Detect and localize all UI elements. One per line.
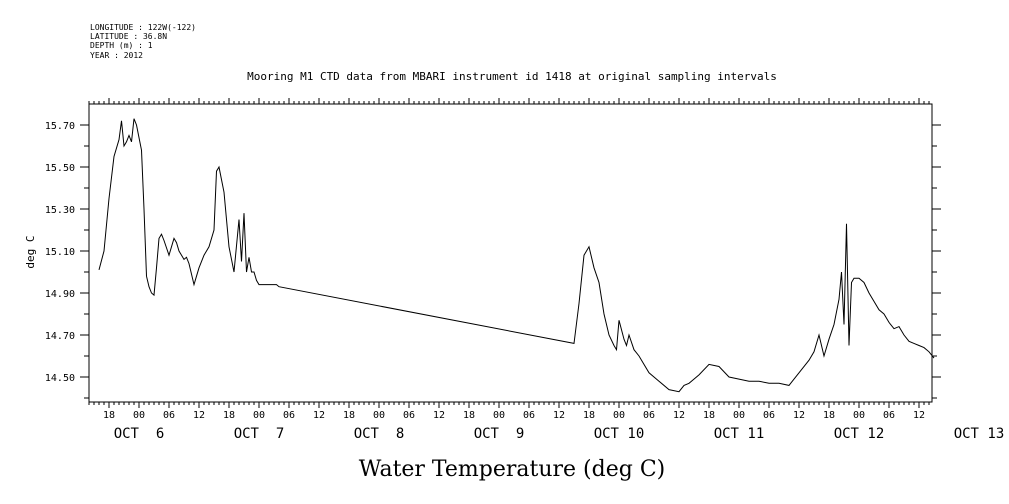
y-tick-label: 15.50 xyxy=(45,163,75,174)
x-day-label: OCT 8 xyxy=(354,426,405,442)
header-longitude: LONGITUDE : 122W(-122) xyxy=(90,23,196,32)
y-tick-label: 15.30 xyxy=(45,205,75,216)
axis-ticks xyxy=(80,98,941,408)
y-tick-label: 14.50 xyxy=(45,373,75,384)
x-tick-label: 00 xyxy=(133,410,145,421)
x-tick-label: 18 xyxy=(103,410,115,421)
x-tick-label: 06 xyxy=(403,410,415,421)
x-tick-label: 18 xyxy=(343,410,355,421)
x-day-labels: OCT 6 OCT 7 OCT 8 OCT 9 OCT 10 OCT 11 OCT 12 OC… xyxy=(114,426,1005,442)
y-tick-label: 15.70 xyxy=(45,121,75,132)
header-metadata: LONGITUDE : 122W(-122) LATITUDE : 36.8N … xyxy=(90,23,196,60)
x-tick-label: 12 xyxy=(673,410,685,421)
x-tick-label: 00 xyxy=(373,410,385,421)
x-tick-label: 12 xyxy=(193,410,205,421)
x-tick-label: 18 xyxy=(583,410,595,421)
x-tick-label: 06 xyxy=(883,410,895,421)
x-day-label: OCT 7 xyxy=(234,426,285,442)
x-day-label: OCT 6 xyxy=(114,426,165,442)
header-latitude: LATITUDE : 36.8N xyxy=(90,32,167,41)
x-tick-label: 12 xyxy=(913,410,925,421)
y-tick-label: 15.10 xyxy=(45,247,75,258)
chart-title: Mooring M1 CTD data from MBARI instrumen… xyxy=(247,70,777,83)
x-axis-caption: Water Temperature (deg C) xyxy=(359,457,666,482)
x-tick-label: 12 xyxy=(793,410,805,421)
x-tick-label: 00 xyxy=(253,410,265,421)
x-tick-label: 06 xyxy=(163,410,175,421)
header-depth: DEPTH (m) : 1 xyxy=(90,41,153,50)
x-tick-label: 12 xyxy=(553,410,565,421)
x-tick-label: 06 xyxy=(763,410,775,421)
y-tick-labels: 14.50 14.70 14.90 15.10 15.30 15.50 15.70 xyxy=(45,121,75,384)
header-year: YEAR : 2012 xyxy=(90,51,143,60)
y-tick-label: 14.70 xyxy=(45,331,75,342)
x-tick-labels: 18 00 06 12 18 00 06 12 18 00 06 12 18 00 06 12 18 00 06 12… xyxy=(103,410,925,421)
x-tick-label: 06 xyxy=(283,410,295,421)
x-day-label: OCT 10 xyxy=(594,426,645,442)
x-tick-label: 06 xyxy=(523,410,535,421)
x-tick-label: 18 xyxy=(823,410,835,421)
x-day-label: OCT 13 xyxy=(954,426,1005,442)
series-line xyxy=(98,118,935,393)
x-tick-label: 18 xyxy=(703,410,715,421)
x-tick-label: 00 xyxy=(853,410,865,421)
x-tick-label: 00 xyxy=(733,410,745,421)
x-day-label: OCT 9 xyxy=(474,426,525,442)
x-day-label: OCT 11 xyxy=(714,426,765,442)
x-tick-label: 00 xyxy=(493,410,505,421)
y-axis-label: deg C xyxy=(24,235,37,268)
x-tick-label: 12 xyxy=(313,410,325,421)
y-tick-label: 14.90 xyxy=(45,289,75,300)
x-tick-label: 12 xyxy=(433,410,445,421)
plot-frame xyxy=(88,103,933,403)
x-tick-label: 18 xyxy=(223,410,235,421)
x-tick-label: 00 xyxy=(613,410,625,421)
x-tick-label: 18 xyxy=(463,410,475,421)
x-tick-label: 06 xyxy=(643,410,655,421)
x-day-label: OCT 12 xyxy=(834,426,885,442)
